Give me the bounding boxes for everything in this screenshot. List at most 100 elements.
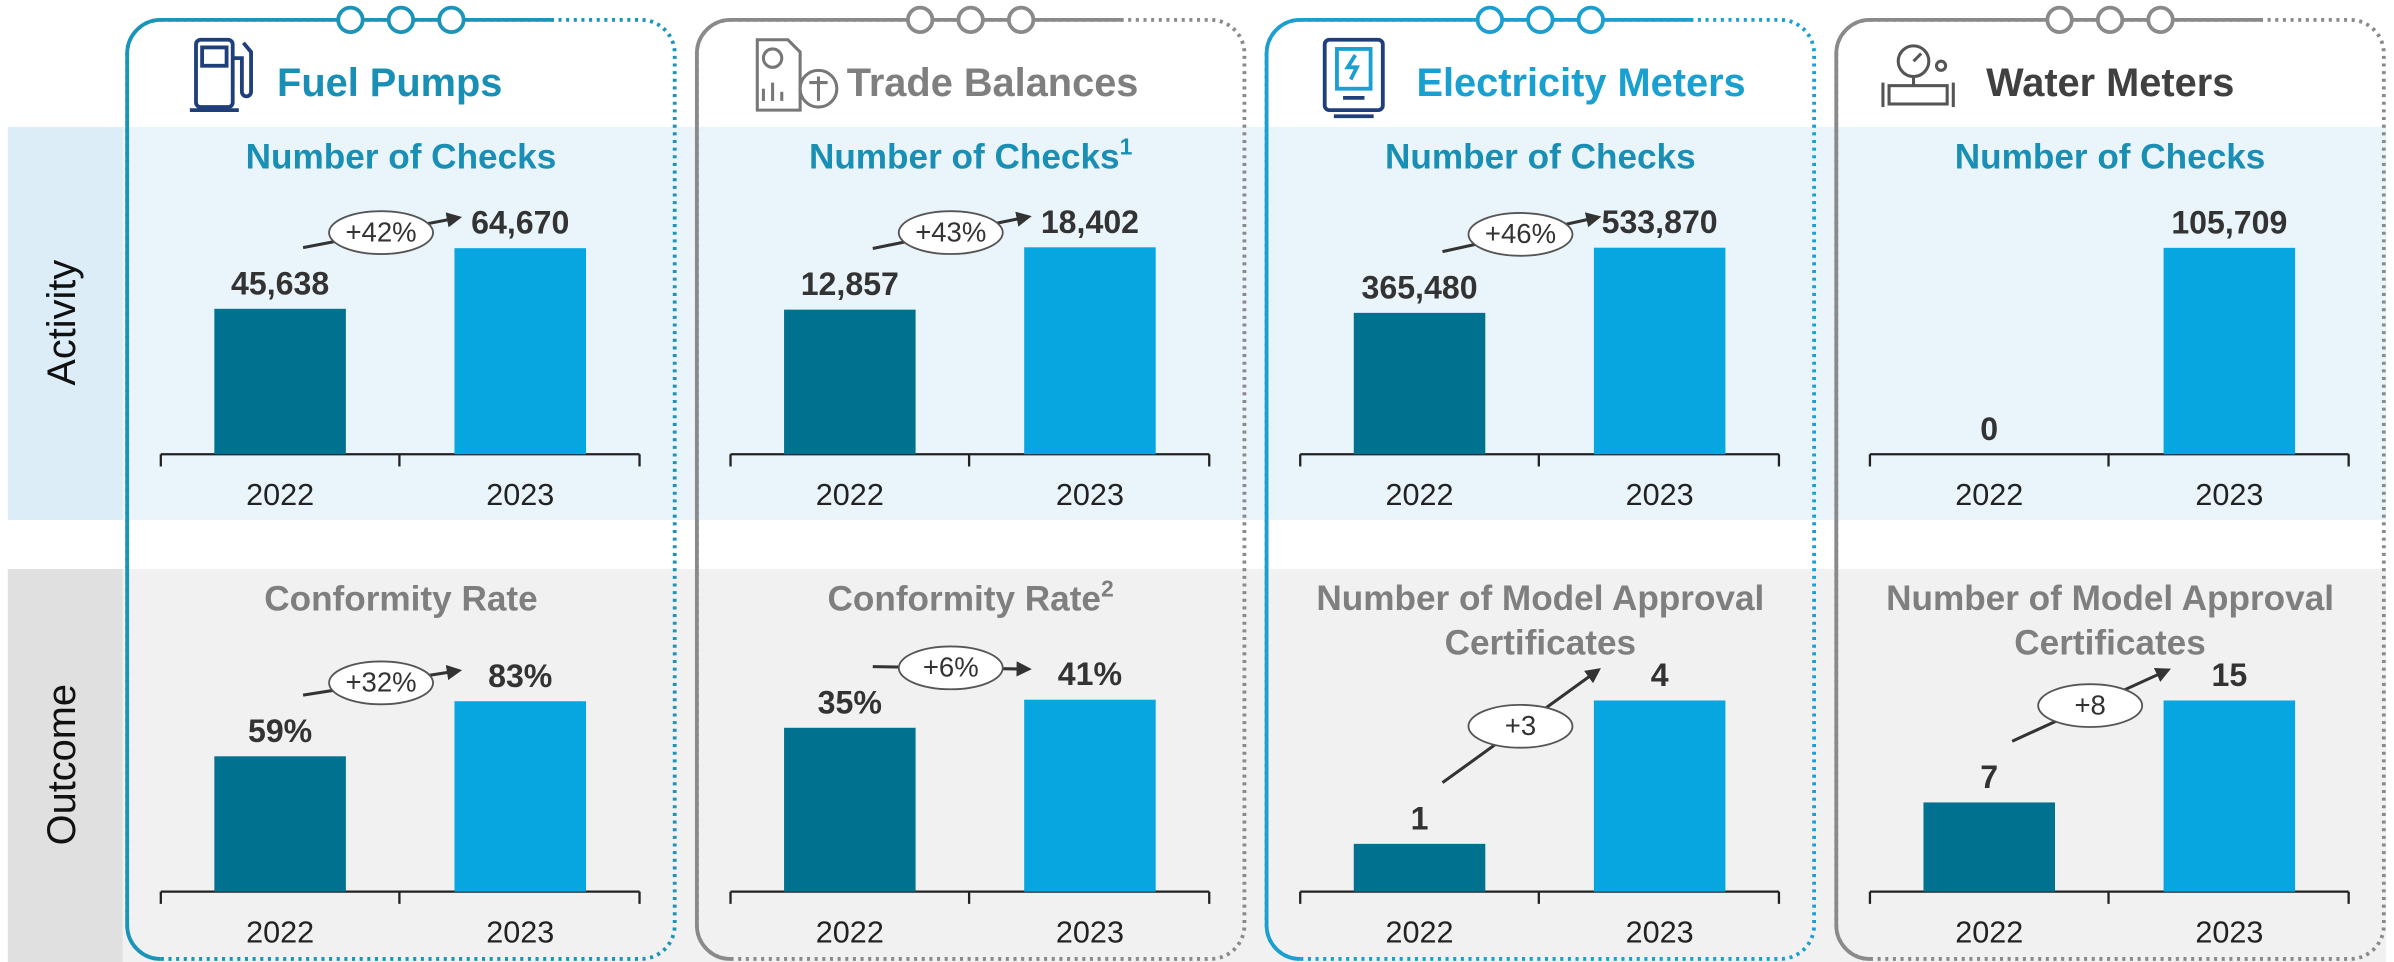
value-label: 59%	[248, 713, 312, 749]
category-label: 2023	[1056, 916, 1124, 950]
chart-title: Conformity Rate2	[828, 575, 1114, 618]
connector-dot	[956, 5, 985, 35]
category-label: 2023	[1626, 916, 1694, 950]
panel-border-solid	[1834, 17, 2263, 961]
bar	[214, 756, 346, 892]
value-label: 15	[2211, 657, 2247, 693]
chart-title: Number of Checks	[1955, 137, 2266, 176]
bar	[1353, 312, 1486, 455]
chart-title: Conformity Rate	[264, 579, 537, 618]
chart-title: Number of Model Approval Certificates	[1316, 579, 1764, 662]
category-label: 2023	[2195, 478, 2263, 512]
electricity-meter-icon	[1322, 37, 1385, 119]
panel-border-solid	[694, 17, 1124, 961]
change-bubble	[328, 210, 434, 255]
panel-title: Electricity Meters	[1416, 61, 1745, 105]
panel-title: Trade Balances	[847, 61, 1139, 105]
panel-title: Water Meters	[1986, 61, 2234, 105]
connector-dot	[1526, 5, 1555, 35]
category-label: 2023	[486, 478, 554, 512]
value-label: 41%	[1058, 656, 1122, 692]
bar	[2163, 247, 2296, 455]
value-label: 12,857	[801, 266, 899, 302]
change-label: +8	[2074, 689, 2105, 720]
activity-label-cell	[7, 126, 123, 521]
chart-title: Number of Checks1	[809, 133, 1133, 176]
connector-dot	[1475, 5, 1505, 35]
chart-title: Number of Checks	[1385, 137, 1696, 176]
value-label: 533,870	[1602, 204, 1718, 240]
trade-balance-icon	[755, 38, 839, 112]
bar	[2163, 700, 2296, 892]
connector-dot	[386, 5, 416, 35]
change-label: +3	[1505, 710, 1536, 741]
change-bubble	[1467, 703, 1574, 749]
value-label: 64,670	[471, 205, 569, 241]
connector-dot	[1576, 5, 1605, 35]
bar	[454, 701, 586, 892]
change-bubble	[328, 660, 434, 706]
category-label: 2022	[246, 916, 314, 950]
value-label: 45,638	[231, 265, 329, 301]
value-label: 35%	[818, 684, 882, 720]
panel-border-solid	[125, 17, 554, 961]
category-label: 2022	[1955, 478, 2023, 512]
category-label: 2023	[2195, 916, 2263, 950]
change-bubble	[897, 210, 1004, 255]
value-label: 4	[1651, 657, 1669, 693]
value-label: 105,709	[2171, 204, 2287, 240]
category-label: 2022	[1955, 916, 2023, 950]
panel-title: Fuel Pumps	[277, 61, 502, 105]
water-meter-icon	[1881, 44, 1955, 108]
footnote: 2	[1101, 575, 1114, 601]
bar	[784, 309, 916, 455]
panel-border-solid	[1264, 17, 1694, 961]
outcome-label-cell	[7, 568, 123, 962]
value-label: 0	[1980, 411, 1998, 447]
connector-dot	[2146, 5, 2175, 35]
change-label: +42%	[345, 216, 416, 247]
category-label: 2022	[1386, 916, 1454, 950]
chart-title: Number of Checks	[246, 137, 557, 176]
category-label: 2022	[816, 478, 884, 512]
value-label: 83%	[488, 658, 552, 694]
category-label: 2023	[1626, 478, 1694, 512]
connector-dot	[1006, 5, 1036, 35]
change-label: +46%	[1485, 218, 1556, 249]
fuel-pump-icon	[189, 37, 253, 113]
bar	[1353, 843, 1486, 892]
change-bubble	[897, 645, 1004, 691]
value-label: 365,480	[1361, 269, 1477, 305]
change-bubble	[1467, 212, 1574, 257]
category-label: 2023	[486, 916, 554, 950]
outcome-band	[7, 568, 2387, 962]
connector-dot	[906, 5, 935, 35]
connector-dot	[2095, 5, 2125, 35]
bar	[454, 248, 586, 455]
change-bubble	[2037, 683, 2144, 728]
connector-dot	[336, 5, 365, 35]
connector-dot	[437, 5, 466, 35]
activity-band	[7, 126, 2387, 521]
category-label: 2022	[1386, 478, 1454, 512]
change-label: +6%	[923, 652, 979, 683]
connector-dot	[2045, 5, 2074, 35]
bar	[784, 727, 916, 892]
category-label: 2022	[816, 916, 884, 950]
bar	[1593, 700, 1726, 892]
value-label: 18,402	[1041, 204, 1139, 240]
category-label: 2022	[246, 478, 314, 512]
icons	[189, 37, 1955, 119]
footnote: 1	[1120, 133, 1133, 159]
value-label: 1	[1411, 800, 1429, 836]
chart-title: Number of Model Approval Certificates	[1886, 579, 2334, 662]
value-label: 7	[1980, 759, 1998, 795]
category-label: 2023	[1056, 478, 1124, 512]
bar	[1024, 247, 1156, 455]
bar	[1593, 247, 1726, 455]
bar	[1923, 802, 2055, 892]
change-label: +43%	[915, 216, 986, 247]
row-label: Activity	[40, 260, 84, 386]
bar	[1024, 699, 1156, 892]
